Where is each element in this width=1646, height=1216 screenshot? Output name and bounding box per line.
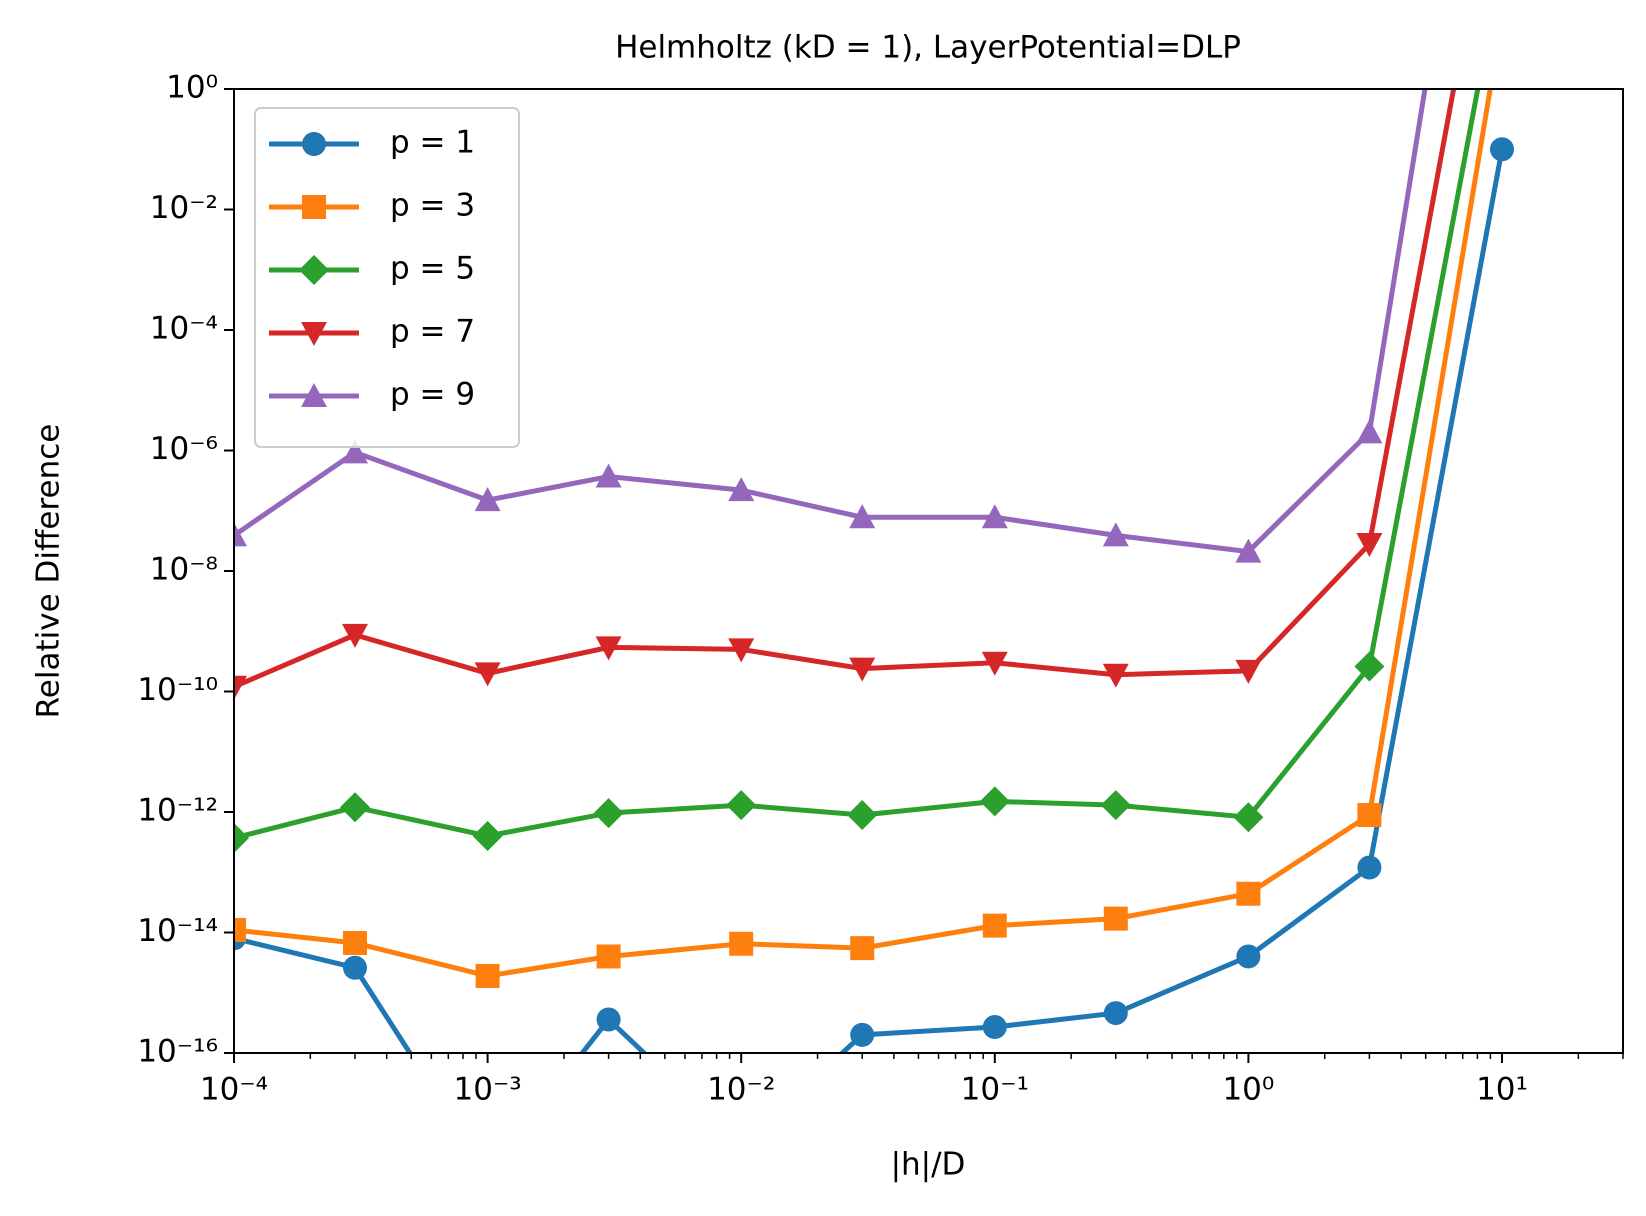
- marker: [474, 662, 501, 687]
- marker: [475, 963, 500, 988]
- y-tick-label: 10⁻⁴: [150, 311, 218, 347]
- marker: [982, 913, 1007, 938]
- marker: [341, 439, 368, 464]
- marker: [302, 195, 326, 219]
- marker: [728, 477, 755, 502]
- marker: [593, 798, 624, 829]
- x-tick-label: 10⁻⁴: [200, 1072, 268, 1108]
- x-tick-label: 10¹: [1476, 1072, 1528, 1108]
- marker: [342, 930, 367, 955]
- marker: [476, 1162, 500, 1186]
- y-tick-label: 10⁻²: [150, 190, 218, 226]
- marker: [1235, 659, 1262, 684]
- marker: [596, 1007, 621, 1032]
- marker: [1357, 803, 1382, 828]
- y-tick-label: 10⁻¹⁰: [137, 672, 218, 708]
- legend-label: p = 9: [390, 377, 475, 413]
- x-tick-label: 10⁻²: [707, 1072, 775, 1108]
- marker: [1103, 1001, 1128, 1026]
- marker: [1102, 663, 1129, 688]
- y-tick-label: 10⁻¹²: [137, 793, 218, 829]
- marker: [595, 636, 622, 661]
- marker: [849, 657, 876, 682]
- y-axis-label: Relative Difference: [31, 424, 67, 719]
- marker: [850, 936, 875, 961]
- marker: [850, 1022, 875, 1047]
- marker: [339, 792, 370, 823]
- marker: [1490, 6, 1514, 30]
- marker: [1100, 790, 1131, 821]
- marker: [1236, 944, 1261, 969]
- marker: [1354, 651, 1385, 682]
- marker: [728, 638, 755, 663]
- plot-area: [234, 6, 1515, 1186]
- marker: [1102, 522, 1129, 547]
- marker: [981, 504, 1008, 529]
- marker: [979, 786, 1010, 817]
- y-tick-label: 10⁰: [166, 70, 218, 106]
- marker: [1236, 881, 1261, 906]
- marker: [234, 522, 247, 547]
- marker: [341, 623, 368, 648]
- marker: [342, 955, 367, 980]
- legend-label: p = 7: [390, 314, 475, 350]
- marker: [596, 944, 621, 969]
- marker: [1357, 855, 1382, 880]
- y-tick-label: 10⁻¹⁶: [137, 1034, 218, 1070]
- y-tick-label: 10⁻⁸: [150, 552, 218, 588]
- y-tick-label: 10⁻¹⁴: [137, 913, 218, 949]
- marker: [302, 132, 326, 156]
- marker: [849, 504, 876, 529]
- marker: [299, 255, 329, 285]
- marker: [1235, 538, 1262, 563]
- legend-label: p = 3: [390, 188, 475, 224]
- legend-label: p = 5: [390, 251, 475, 287]
- marker: [981, 651, 1008, 676]
- marker: [982, 1015, 1007, 1040]
- marker: [474, 487, 501, 512]
- x-tick-label: 10⁻³: [453, 1072, 521, 1108]
- marker: [234, 675, 247, 700]
- marker: [729, 1133, 753, 1157]
- marker: [726, 790, 757, 821]
- y-tick-label: 10⁻⁶: [150, 431, 218, 467]
- marker: [729, 931, 754, 956]
- x-axis-label: |h|/D: [891, 1147, 966, 1183]
- marker: [1233, 802, 1264, 833]
- marker: [234, 823, 249, 854]
- marker: [1356, 419, 1383, 444]
- marker: [1356, 533, 1383, 558]
- marker: [234, 918, 246, 943]
- chart-title: Helmholtz (kD = 1), LayerPotential=DLP: [615, 30, 1241, 66]
- legend-box: [254, 107, 520, 448]
- x-tick-label: 10⁻¹: [961, 1072, 1029, 1108]
- marker: [595, 463, 622, 488]
- marker: [472, 820, 503, 851]
- marker: [1490, 137, 1515, 162]
- marker: [1103, 906, 1128, 931]
- marker: [301, 322, 327, 346]
- marker: [301, 383, 327, 407]
- x-tick-label: 10⁰: [1222, 1072, 1274, 1108]
- legend-label: p = 1: [390, 125, 475, 161]
- marker: [847, 800, 878, 831]
